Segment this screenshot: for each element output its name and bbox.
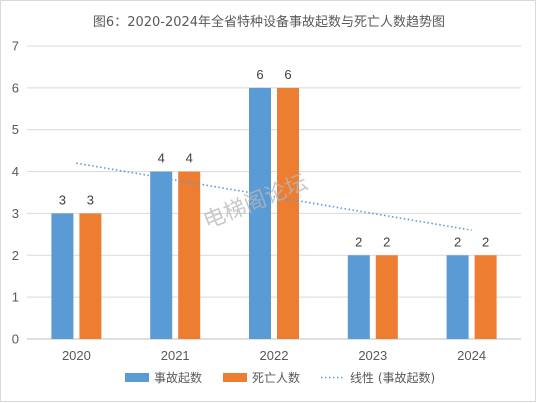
data-label: 6 [284,67,291,82]
x-tick-label: 2022 [260,348,289,363]
x-axis: 2020 2021 2022 2023 2024 [62,348,486,363]
y-axis: 0 1 2 3 4 5 6 7 [12,39,19,347]
data-label: 4 [158,151,165,166]
y-tick-label: 5 [12,122,19,137]
chart-title: 图6：2020-2024年全省特种设备事故起数与死亡人数趋势图 [93,14,445,30]
trendline-accidents [76,162,472,231]
data-label: 3 [59,192,66,207]
legend-label: 线性 (事故起数) [350,370,435,385]
x-tick-label: 2023 [358,348,387,363]
bar-accidents [249,87,271,339]
x-tick-label: 2020 [62,348,91,363]
data-labels: 3 3 4 4 6 6 2 2 2 2 [59,67,489,249]
y-tick-label: 0 [12,332,19,347]
bar-accidents [150,171,173,339]
bar-accidents [347,255,370,339]
data-label: 3 [87,192,94,207]
bar-deaths [178,171,201,339]
y-tick-label: 1 [12,290,19,305]
bar-accidents [446,255,469,339]
legend: 事故起数 死亡人数 线性 (事故起数) [125,370,435,385]
data-label: 2 [355,234,362,249]
data-label: 4 [186,151,193,166]
y-tick-label: 7 [12,39,19,54]
bar-deaths [375,255,398,339]
y-tick-label: 4 [12,164,19,179]
bar-deaths [79,213,102,339]
legend-swatch [223,373,247,382]
y-tick-label: 3 [12,206,19,221]
trendline [76,162,472,231]
bar-accidents [51,213,74,339]
x-tick-label: 2024 [457,348,486,363]
data-label: 2 [482,234,489,249]
x-tick-label: 2021 [161,348,190,363]
legend-swatch [125,373,149,382]
bars [51,87,497,339]
legend-label: 事故起数 [154,370,202,385]
bar-deaths [474,255,497,339]
y-tick-label: 2 [12,248,19,263]
y-tick-label: 6 [12,80,19,95]
data-label: 2 [383,234,390,249]
bar-deaths [277,87,299,339]
legend-label: 死亡人数 [252,370,300,385]
gridlines [27,45,521,340]
data-label: 6 [256,67,263,82]
data-label: 2 [454,234,461,249]
